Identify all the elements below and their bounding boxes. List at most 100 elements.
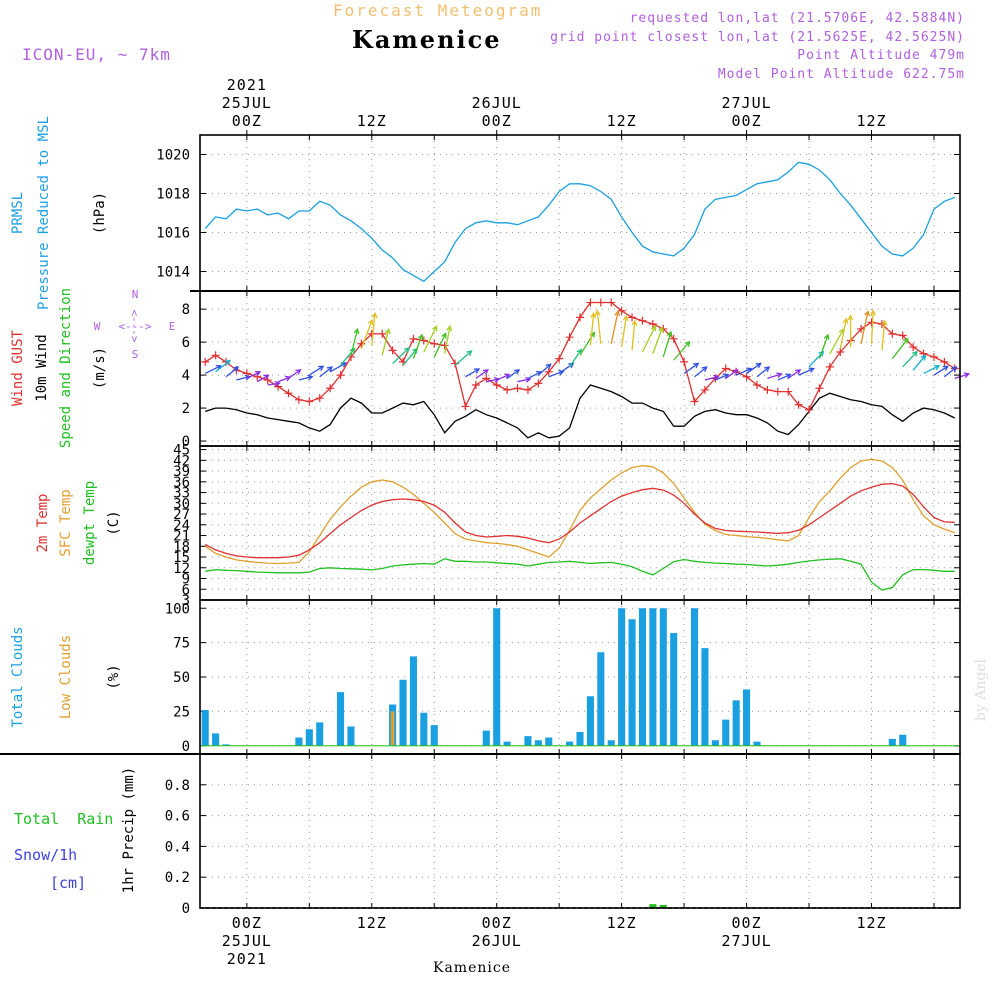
time-label-bottom: 27JUL xyxy=(721,932,771,950)
total-cloud-bar xyxy=(660,608,667,746)
product-title: Forecast Meteogram xyxy=(333,1,542,20)
pressure-axis-label: (hPa) xyxy=(92,192,108,234)
wind-axis-label: Speed and Direction xyxy=(58,288,74,448)
total-cloud-bar xyxy=(722,720,729,746)
y-tick-label: 100 xyxy=(165,601,190,617)
total-cloud-bar xyxy=(639,608,646,746)
wind-axis-label: 10m Wind xyxy=(34,334,50,401)
model-altitude: Model Point Altitude 622.75m xyxy=(718,67,965,82)
total-cloud-bar xyxy=(316,722,323,745)
y-tick-label: 75 xyxy=(173,636,190,652)
cloud-axis-label: (%) xyxy=(106,664,122,689)
compass-west: W xyxy=(94,320,101,333)
y-tick-label: 4 xyxy=(182,368,190,384)
temp-axis-label: SFC Temp xyxy=(58,489,74,556)
time-label-bottom: 00Z xyxy=(232,914,262,932)
y-tick-label: 1016 xyxy=(156,226,190,242)
time-label-top: 26JUL xyxy=(472,94,522,112)
total-cloud-bar xyxy=(733,700,740,745)
y-tick-label: 1014 xyxy=(156,265,190,281)
time-label-top: 00Z xyxy=(482,112,512,130)
y-tick-label: 45 xyxy=(173,443,190,459)
footer-location: Kamenice xyxy=(433,960,511,976)
total-cloud-bar xyxy=(743,689,750,745)
compass-east: E xyxy=(169,320,176,333)
y-tick-label: 6 xyxy=(182,335,190,351)
total-cloud-bar xyxy=(629,619,636,746)
total-cloud-bar xyxy=(701,648,708,746)
total-cloud-bar xyxy=(753,742,760,746)
y-tick-label: 25 xyxy=(173,704,190,720)
location-title: Kamenice xyxy=(352,25,502,54)
model-label: ICON-EU, ~ 7km xyxy=(22,45,171,64)
total-cloud-bar xyxy=(535,740,542,746)
total-cloud-bar xyxy=(670,633,677,746)
total-cloud-bar xyxy=(483,731,490,746)
total-cloud-bar xyxy=(712,740,719,746)
temp-axis-label: (C) xyxy=(106,510,122,535)
total-cloud-bar xyxy=(306,729,313,746)
time-label-top: 12Z xyxy=(357,112,387,130)
pressure-axis-label: PRMSL xyxy=(10,192,26,234)
precip-axis-label: 1hr Precip (mm) xyxy=(121,767,137,893)
total-cloud-bar xyxy=(431,725,438,746)
time-label-top: 27JUL xyxy=(721,94,771,112)
cloud-axis-label: Total Clouds xyxy=(10,626,26,727)
gridpoint-coords: grid point closest lon,lat (21.5625E, 42… xyxy=(550,30,965,45)
total-cloud-bar xyxy=(691,608,698,746)
pressure-axis-label: Pressure Reduced to MSL xyxy=(36,116,52,310)
total-cloud-bar xyxy=(608,740,615,746)
y-tick-label: 1018 xyxy=(156,187,190,203)
total-cloud-bar xyxy=(899,735,906,746)
temp-axis-label: dewpt Temp xyxy=(82,481,98,565)
time-label-bottom: 26JUL xyxy=(472,932,522,950)
total-cloud-bar xyxy=(649,608,656,746)
total-cloud-bar xyxy=(399,680,406,746)
y-tick-label: 0.4 xyxy=(165,839,190,855)
wind-axis-label: Wind GUST xyxy=(10,330,26,406)
time-label-bottom: 25JUL xyxy=(222,932,272,950)
time-label-bottom: 00Z xyxy=(732,914,762,932)
total-cloud-bar xyxy=(347,727,354,746)
time-label-bottom: 2021 xyxy=(227,950,267,968)
total-cloud-bar xyxy=(576,732,583,746)
total-cloud-bar xyxy=(597,652,604,746)
temp-axis-label: 2m Temp xyxy=(35,493,51,552)
y-tick-label: 50 xyxy=(173,670,190,686)
total-cloud-bar xyxy=(504,742,511,746)
total-cloud-bar xyxy=(202,710,209,746)
total-cloud-bar xyxy=(618,608,625,746)
cloud-axis-label: Low Clouds xyxy=(58,635,74,719)
total-cloud-bar xyxy=(889,739,896,746)
time-label-top: 25JUL xyxy=(222,94,272,112)
legend-snow-unit: [cm] xyxy=(50,874,86,892)
y-tick-label: 0 xyxy=(182,739,190,755)
time-label-top: 2021 xyxy=(227,76,267,94)
time-label-top: 00Z xyxy=(732,112,762,130)
total-cloud-bar xyxy=(545,738,552,746)
y-tick-label: 8 xyxy=(182,302,190,318)
time-label-bottom: 12Z xyxy=(607,914,637,932)
y-tick-label: 2 xyxy=(182,401,190,417)
total-cloud-bar xyxy=(337,692,344,746)
legend-snow: Snow/1h xyxy=(14,846,77,864)
low-cloud-bar xyxy=(391,711,395,745)
total-cloud-bar xyxy=(410,656,417,745)
y-tick-label: 0 xyxy=(182,901,190,917)
y-tick-label: 1020 xyxy=(156,148,190,164)
y-tick-label: 0.8 xyxy=(165,778,190,794)
time-label-bottom: 12Z xyxy=(856,914,886,932)
y-tick-label: 0.6 xyxy=(165,809,190,825)
total-cloud-bar xyxy=(295,738,302,746)
total-cloud-bar xyxy=(420,713,427,746)
wind-axis-label: (m/s) xyxy=(92,347,108,389)
legend-total-rain: Total Rain xyxy=(14,810,113,828)
compass-south: S xyxy=(132,348,139,361)
total-cloud-bar xyxy=(493,608,500,746)
y-tick-label: 0.2 xyxy=(165,870,190,886)
requested-coords: requested lon,lat (21.5706E, 42.5884N) xyxy=(630,11,965,26)
signature: by Angel xyxy=(973,658,989,721)
time-label-bottom: 00Z xyxy=(482,914,512,932)
total-cloud-bar xyxy=(212,733,219,745)
